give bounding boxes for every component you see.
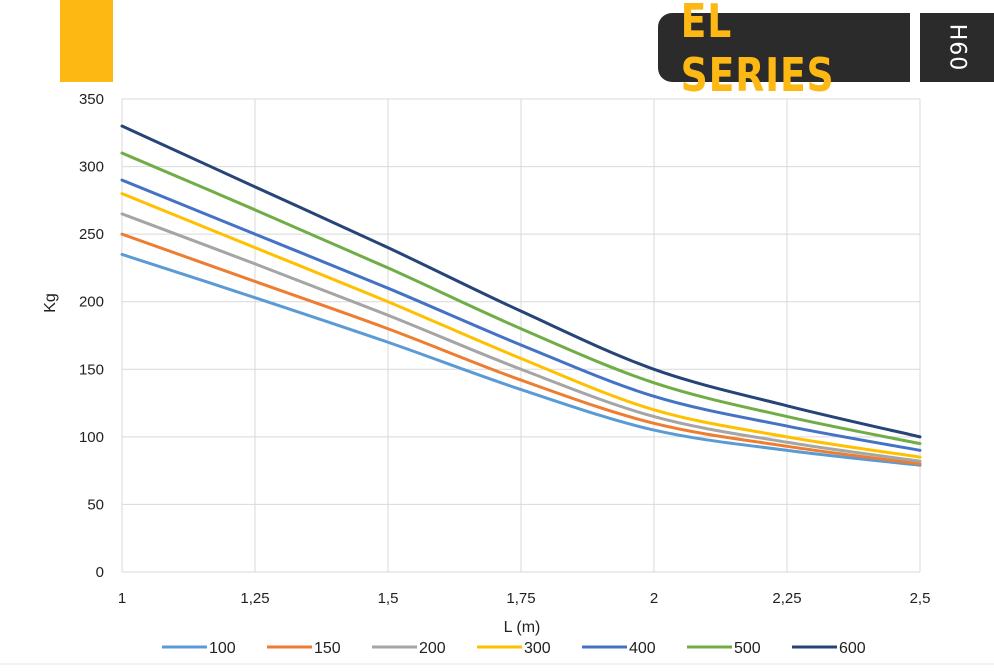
- y-tick-label: 300: [79, 159, 104, 176]
- y-tick-label: 150: [79, 361, 104, 378]
- y-tick-label: 350: [79, 91, 104, 108]
- series-line-500: [120, 151, 922, 446]
- y-tick-label: 250: [79, 226, 104, 243]
- model-badge: H60: [920, 13, 994, 82]
- chart-legend: 100 150 200 300 400 500 600: [162, 640, 866, 657]
- brand-accent-block: [60, 0, 113, 82]
- x-tick-label: 2,25: [772, 590, 801, 607]
- series-line-300: [120, 192, 922, 459]
- y-tick-label: 200: [79, 294, 104, 311]
- series-line-600: [120, 124, 922, 439]
- legend-label-200: 200: [419, 640, 446, 657]
- y-axis-ticks: 0 50 100 150 200 250 300 350: [79, 91, 104, 581]
- legend-label-300: 300: [524, 640, 551, 657]
- series-line-400: [120, 178, 922, 452]
- x-tick-label: 1,25: [240, 590, 269, 607]
- legend-label-100: 100: [209, 640, 236, 657]
- series-line-200: [120, 212, 922, 463]
- chart-grid: [121, 98, 921, 573]
- series-label: EL SERIES: [680, 0, 835, 102]
- series-line-150: [120, 232, 922, 466]
- chart-series-lines: [120, 124, 922, 467]
- legend-label-150: 150: [314, 640, 341, 657]
- x-axis-title: L (m): [504, 619, 541, 636]
- y-tick-label: 100: [79, 429, 104, 446]
- y-axis-title: Kg: [42, 293, 59, 313]
- legend-label-500: 500: [734, 640, 761, 657]
- y-tick-label: 50: [87, 496, 104, 513]
- series-badge: EL SERIES: [658, 0, 910, 102]
- x-tick-label: 1,75: [506, 590, 535, 607]
- series-line-100: [120, 252, 922, 467]
- legend-label-400: 400: [629, 640, 656, 657]
- x-tick-label: 2: [650, 590, 658, 607]
- x-tick-label: 2,5: [910, 590, 931, 607]
- x-axis-ticks: 1 1,25 1,5 1,75 2 2,25 2,5: [118, 590, 931, 607]
- x-tick-label: 1,5: [378, 590, 399, 607]
- legend-label-600: 600: [839, 640, 866, 657]
- y-tick-label: 0: [96, 564, 104, 581]
- x-tick-label: 1: [118, 590, 126, 607]
